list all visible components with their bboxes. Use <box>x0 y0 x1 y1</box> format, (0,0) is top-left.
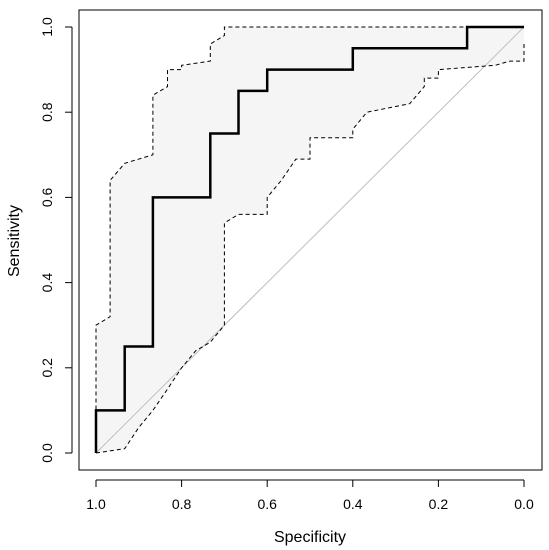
y-tick-label: 0.2 <box>39 358 55 378</box>
plot-area <box>94 25 525 454</box>
x-axis-title: Specificity <box>274 529 346 546</box>
x-tick-label: 0.6 <box>257 496 277 512</box>
y-tick-label: 0.8 <box>39 102 55 122</box>
y-tick-label: 1.0 <box>39 17 55 37</box>
y-axis-title: Sensitivity <box>6 205 23 277</box>
diagonal-reference-line <box>95 26 525 454</box>
ci-upper-line <box>95 26 524 445</box>
y-tick-label: 0.6 <box>39 187 55 207</box>
x-tick-label: 1.0 <box>86 496 106 512</box>
x-tick-label: 0.8 <box>172 496 192 512</box>
x-tick-label: 0.4 <box>343 496 363 512</box>
ci-lower-line <box>95 44 525 454</box>
y-tick-label: 0.4 <box>39 273 55 293</box>
plot-border <box>78 9 543 471</box>
roc-curve-line <box>94 25 524 453</box>
y-axis: 0.0 0.2 0.4 0.6 0.8 1.0 <box>39 17 73 463</box>
x-tick-label: 0.2 <box>429 496 449 512</box>
x-axis: 1.0 0.8 0.6 0.4 0.2 0.0 <box>86 479 534 512</box>
x-tick-label: 0.0 <box>514 496 534 512</box>
y-tick-label: 0.0 <box>39 443 55 463</box>
